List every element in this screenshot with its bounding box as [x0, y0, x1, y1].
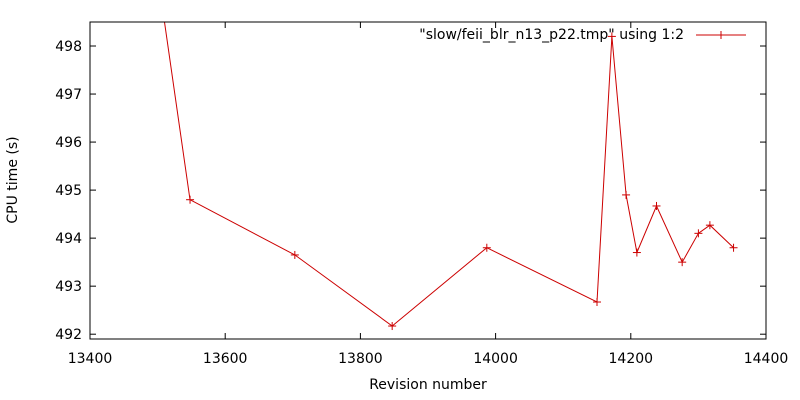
legend: "slow/feii_blr_n13_p22.tmp" using 1:2: [419, 27, 746, 43]
y-axis-title: CPU time (s): [5, 136, 21, 223]
data-point: [607, 32, 616, 41]
data-point: [632, 248, 641, 257]
data-point: [593, 298, 601, 307]
x-tick-label: 13600: [203, 351, 248, 367]
x-tick-label: 14200: [609, 351, 654, 367]
data-point: [729, 243, 738, 252]
x-tick-label: 14400: [744, 351, 789, 367]
plot-frame: [89, 21, 767, 340]
data-point: [388, 322, 397, 331]
data-point: [622, 190, 631, 199]
legend-label: "slow/feii_blr_n13_p22.tmp" using 1:2: [419, 27, 684, 43]
y-tick-label: 494: [55, 231, 82, 247]
data-point: [678, 258, 687, 267]
x-tick-label: 13400: [68, 351, 113, 367]
y-tick-label: 493: [55, 279, 82, 295]
data-point: [652, 201, 661, 210]
series-layer: [163, 22, 738, 331]
series-line: [163, 22, 734, 327]
y-tick-label: 498: [55, 39, 82, 55]
data-point: [705, 221, 714, 230]
tick-labels: 13400 13600 13800 14000 14200 14400 492 493 494 4…: [55, 39, 788, 367]
x-tick-label: 14000: [473, 351, 518, 367]
y-tick-label: 496: [55, 135, 82, 151]
data-point: [290, 250, 299, 259]
data-point: [694, 229, 703, 238]
legend-marker-sample: [717, 31, 725, 39]
axis-ticks: [89, 22, 767, 339]
data-point: [482, 243, 491, 252]
y-tick-label: 495: [55, 183, 82, 199]
x-axis-title: Revision number: [369, 377, 487, 393]
x-tick-label: 13800: [338, 351, 383, 367]
y-tick-label: 492: [55, 327, 82, 343]
data-point: [186, 195, 195, 204]
y-tick-label: 497: [55, 87, 82, 103]
